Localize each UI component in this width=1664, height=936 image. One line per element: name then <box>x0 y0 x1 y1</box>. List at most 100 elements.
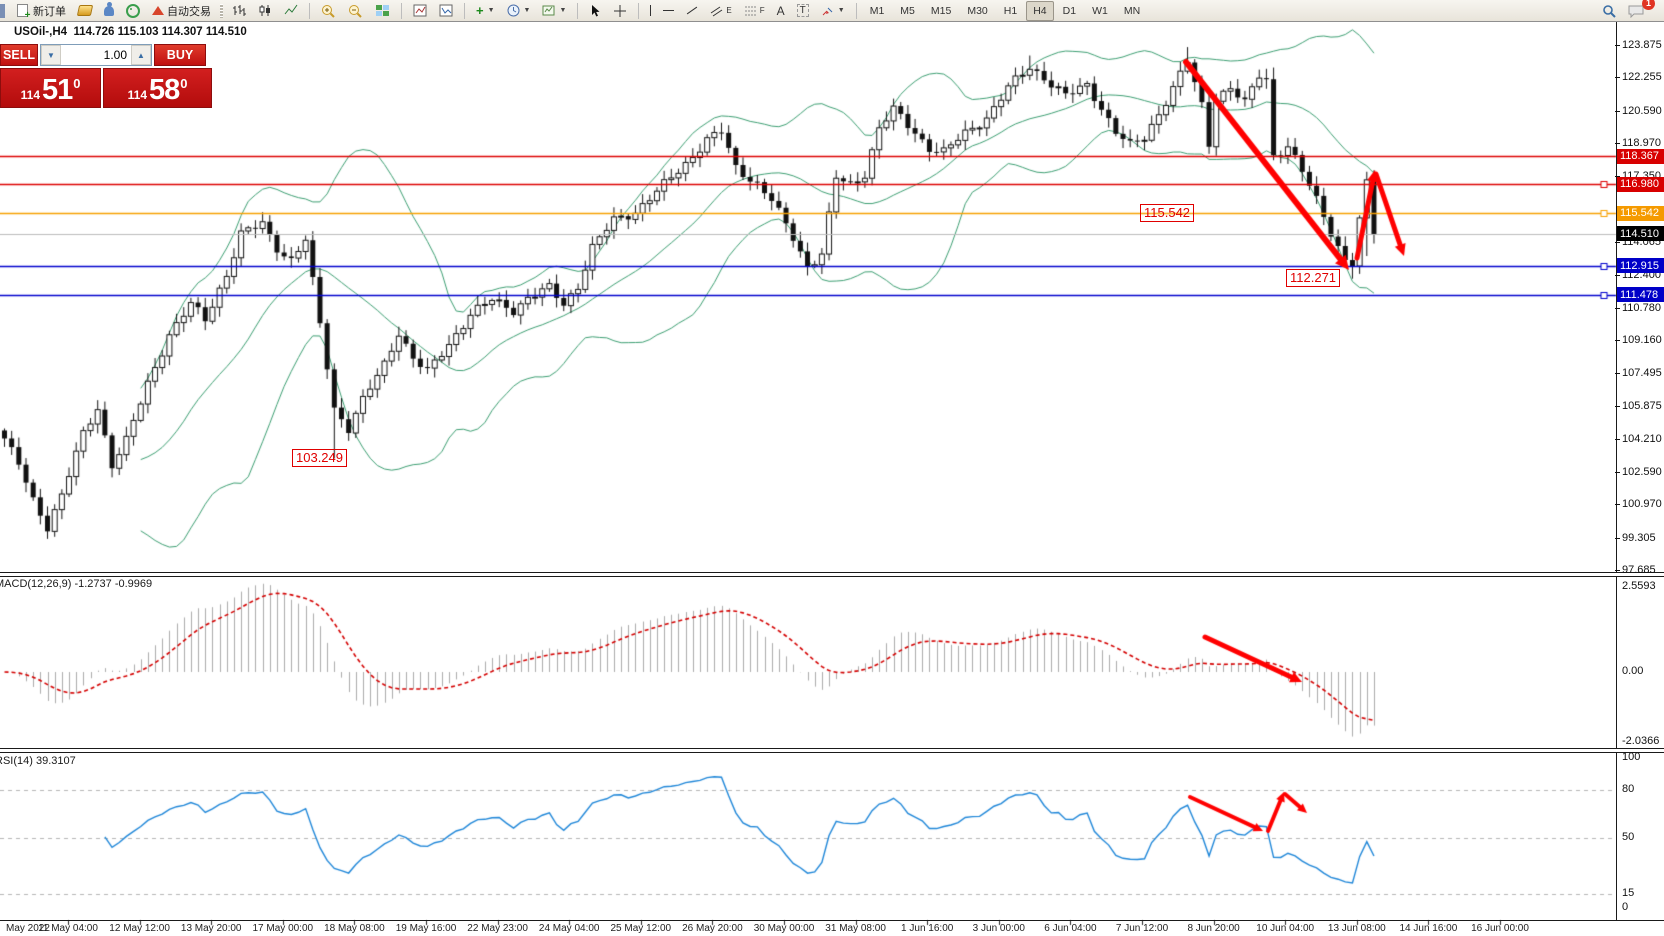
zoom-in-button[interactable] <box>316 1 341 21</box>
new-order-button[interactable]: 新订单 <box>9 2 71 21</box>
ohlc-values: 114.726 115.103 114.307 114.510 <box>73 26 247 38</box>
crosshair-icon <box>614 4 627 17</box>
price-tick: 120.590 <box>1615 105 1662 117</box>
chevron-down-icon: ▼ <box>559 7 567 14</box>
date-label: 10 Jun 04:00 <box>1256 923 1315 934</box>
price-annotation[interactable]: 103.249 <box>292 449 347 467</box>
date-label: 24 May 04:00 <box>538 923 600 934</box>
sell-price-box[interactable]: 114 51 0 <box>0 68 102 108</box>
volume-decrease-button[interactable]: ▼ <box>41 45 61 65</box>
hline-tool-button[interactable] <box>658 1 679 21</box>
volume-input[interactable]: 1.00 <box>103 48 127 62</box>
buy-price-main: 58 <box>149 74 180 106</box>
date-label: 18 May 08:00 <box>324 923 385 934</box>
chevron-down-icon: ▼ <box>837 7 845 14</box>
signals-button[interactable] <box>121 1 145 21</box>
buy-button[interactable]: BUY <box>154 44 206 66</box>
vline-tool-button[interactable] <box>645 1 656 21</box>
channel-tool-button[interactable]: E <box>705 1 736 21</box>
auto-trading-button[interactable]: 自动交易 <box>147 2 216 20</box>
buy-price-box[interactable]: 114 58 0 <box>103 68 212 108</box>
timeframe-d1[interactable]: D1 <box>1062 4 1077 17</box>
timeframe-m1[interactable]: M1 <box>869 4 885 17</box>
timeframe-m5[interactable]: M5 <box>900 4 915 17</box>
pane-separator-macd[interactable] <box>0 572 1664 577</box>
timeframe-h4[interactable]: H4 <box>1026 0 1054 21</box>
date-label: 11 May 04:00 <box>38 923 98 934</box>
price-tick: 97.685 <box>1615 564 1656 576</box>
date-label: 12 May 12:00 <box>109 923 170 934</box>
date-label: 17 May 00:00 <box>252 923 314 934</box>
candlestick-icon <box>259 5 270 16</box>
price-tick: 118.970 <box>1615 137 1661 149</box>
date-label: 19 May 16:00 <box>395 923 457 934</box>
time-axis-line <box>0 920 1664 921</box>
date-label: 25 May 12:00 <box>610 923 672 934</box>
trendline-icon <box>687 6 698 15</box>
zoom-out-button[interactable] <box>343 1 368 21</box>
fibonacci-tool-button[interactable]: F <box>739 1 770 21</box>
arrange-left-icon <box>413 4 427 17</box>
community-button[interactable] <box>99 1 119 21</box>
date-label: May 2022 <box>6 923 50 934</box>
search-icon <box>1603 4 1616 18</box>
zoom-in-icon <box>322 4 335 18</box>
arrange-right-button[interactable] <box>434 1 458 21</box>
market-watch-button[interactable] <box>73 1 97 21</box>
price-tick: 123.875 <box>1615 39 1662 51</box>
add-indicator-button[interactable]: + ▼ <box>471 1 500 21</box>
template-button[interactable]: ▼ <box>537 1 571 21</box>
sell-price-main: 51 <box>42 74 73 106</box>
trendline-tool-button[interactable] <box>681 1 703 21</box>
rsi-label: RSI(14) 39.3107 <box>0 755 76 767</box>
rsi-level-label: 100 <box>1622 751 1641 763</box>
date-label: 26 May 20:00 <box>682 923 743 934</box>
price-tick: 122.255 <box>1615 71 1662 83</box>
macd-scale-top: 2.5593 <box>1622 580 1656 592</box>
cursor-tool-button[interactable] <box>584 1 606 21</box>
arrange-left-button[interactable] <box>408 1 432 21</box>
timeframe-h1[interactable]: H1 <box>1003 4 1018 17</box>
date-label: 31 May 08:00 <box>825 923 886 934</box>
search-button[interactable] <box>1597 1 1621 21</box>
label-tool-button[interactable]: T <box>792 1 814 21</box>
chevron-down-icon: ▼ <box>523 7 531 14</box>
sell-button[interactable]: SELL <box>0 44 38 66</box>
price-tick: 110.780 <box>1615 302 1661 314</box>
main-toolbar: 新订单 自动交易 +▼ ▼ ▼ E F A T ▼ M1 M5 M15 M30 H1 H4… <box>0 0 1664 22</box>
price-annotation[interactable]: 112.271 <box>1286 269 1341 287</box>
text-tool-button[interactable]: A <box>772 1 790 21</box>
date-label: 6 Jun 04:00 <box>1044 923 1097 934</box>
arrows-tool-button[interactable]: ▼ <box>816 1 850 21</box>
auto-trading-label: 自动交易 <box>167 5 211 18</box>
horizontal-line-icon <box>663 10 675 11</box>
timeframe-w1[interactable]: W1 <box>1092 4 1108 17</box>
auto-trading-icon <box>152 6 164 15</box>
timeframe-m30[interactable]: M30 <box>967 4 988 17</box>
arrange-right-icon <box>439 4 453 17</box>
tile-windows-button[interactable] <box>370 1 395 21</box>
new-order-label: 新订单 <box>33 5 66 18</box>
period-button[interactable]: ▼ <box>502 1 536 21</box>
line-chart-button[interactable] <box>279 1 303 21</box>
price-badge: 112.915 <box>1617 258 1664 274</box>
bar-chart-button[interactable] <box>227 1 251 21</box>
volume-stepper: ▼ 1.00 ▲ <box>40 44 152 66</box>
price-tick: 105.875 <box>1615 400 1662 412</box>
symbol-period-label: USOil-,H4 <box>14 26 68 38</box>
chevron-down-icon: ▼ <box>487 7 495 14</box>
crosshair-tool-button[interactable] <box>608 1 632 21</box>
price-annotation[interactable]: 115.542 <box>1140 204 1195 222</box>
gold-symbol-icon <box>76 5 94 16</box>
line-chart-icon <box>284 4 298 15</box>
zoom-out-icon <box>349 4 362 18</box>
volume-increase-button[interactable]: ▲ <box>131 45 151 65</box>
timeframe-mn[interactable]: MN <box>1123 4 1141 17</box>
notifications-button[interactable]: 1 <box>1623 0 1655 21</box>
pane-separator-rsi[interactable] <box>0 748 1664 753</box>
candlestick-button[interactable] <box>253 1 277 21</box>
timeframe-m15[interactable]: M15 <box>930 4 952 17</box>
date-label: 8 Jun 20:00 <box>1187 923 1240 934</box>
